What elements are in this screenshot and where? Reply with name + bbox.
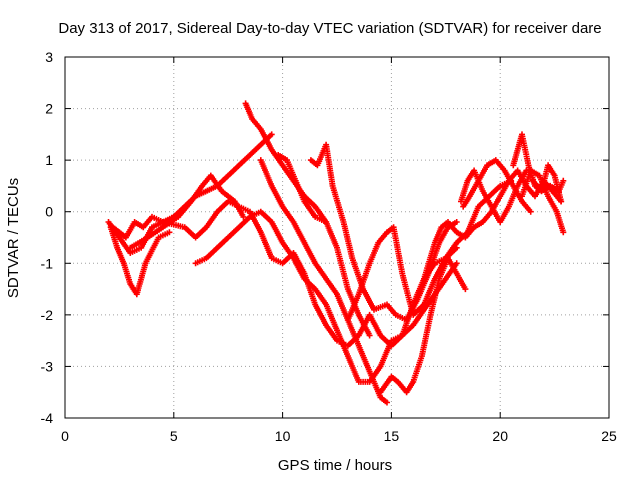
series-markers [377,255,469,396]
y-axis-label: SDTVAR / TECUs [5,178,22,298]
series-markers [275,152,330,225]
series-pass-9 [275,152,330,225]
series-pass-12 [377,255,469,396]
series-pass-10 [307,141,460,323]
y-tick-label: -4 [41,410,54,426]
y-tick-label: 0 [45,204,53,220]
y-tick-label: 2 [45,101,53,117]
series-markers [460,157,534,215]
series-pass-4 [127,172,247,251]
series-markers [257,157,390,406]
series-markers [105,131,275,256]
plot-frame [64,56,610,419]
series-pass-17 [519,167,567,236]
x-axis-label: GPS time / hours [278,457,392,474]
y-tick-label: -3 [41,358,54,374]
x-tick-label: 10 [275,428,291,444]
series-markers [519,167,567,236]
series-pass-1 [105,131,275,256]
series-markers [458,167,530,225]
series-pass-14 [458,167,530,225]
series-pass-3 [109,213,166,241]
series-markers [109,213,166,241]
y-tick-label: -1 [41,255,54,271]
series-markers [307,141,460,323]
x-tick-label: 5 [170,428,178,444]
series-markers [344,224,460,323]
y-tick-label: -2 [41,307,54,323]
series-pass-18 [529,177,567,195]
plot-area [105,100,567,406]
x-tick-label: 25 [601,428,617,444]
grid [65,57,609,418]
y-tick-label: 1 [45,152,53,168]
series-markers [127,172,247,251]
x-tick-label: 15 [384,428,400,444]
chart-title: Day 313 of 2017, Sidereal Day-to-day VTE… [58,20,601,37]
series-markers [529,177,567,195]
series-pass-15 [460,157,534,215]
x-tick-label: 0 [61,428,69,444]
series-pass-8 [257,157,390,406]
series-pass-11 [344,224,460,323]
y-tick-label: 3 [45,49,53,65]
axes: 0 5 10 15 20 25 -4 -3 -2 -1 0 1 2 3 [41,49,617,444]
x-tick-label: 20 [492,428,508,444]
